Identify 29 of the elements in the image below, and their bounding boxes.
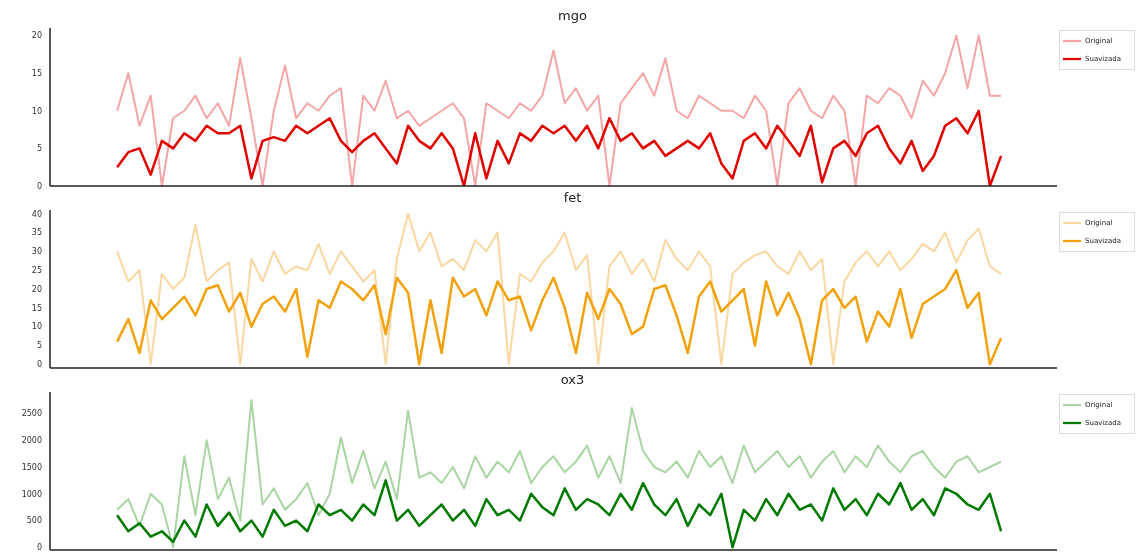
y-tick-label: 35: [31, 228, 42, 238]
y-tick-label: 10: [31, 106, 42, 116]
y-tick-label: 5: [36, 341, 42, 351]
y-tick-label: 2500: [21, 409, 42, 419]
y-tick-label: 500: [26, 516, 42, 526]
y-tick-label: 25: [31, 266, 42, 276]
y-tick-label: 1500: [21, 462, 42, 472]
y-tick-label: 30: [31, 247, 42, 257]
y-tick-label: 1000: [21, 489, 42, 499]
y-tick-label: 40: [31, 209, 42, 219]
y-tick-label: 10: [31, 322, 42, 332]
line-series: [115, 268, 1003, 366]
line-series: [116, 399, 1003, 549]
y-tick-label: 20: [31, 31, 42, 41]
y-tick-label: 20: [31, 284, 42, 294]
line-series: [115, 109, 1003, 186]
line-series: [116, 212, 1003, 366]
y-tick-label: 15: [31, 68, 42, 78]
chart-title: mgo: [557, 8, 588, 24]
y-tick-label: 2000: [21, 436, 42, 446]
y-tick-label: 0: [36, 181, 42, 191]
y-tick-label: 5: [36, 144, 42, 154]
y-tick-label: 0: [36, 543, 42, 553]
chart-title: fet: [562, 190, 583, 206]
line-series: [116, 34, 1003, 186]
line-series: [115, 479, 1003, 549]
chart-title: ox3: [559, 372, 586, 388]
y-tick-label: 0: [36, 360, 42, 370]
y-tick-label: 15: [31, 303, 42, 313]
